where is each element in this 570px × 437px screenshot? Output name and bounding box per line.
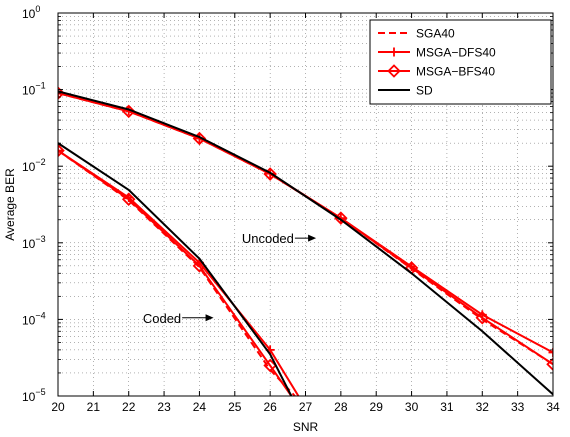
annotation-label: Uncoded: [242, 231, 294, 246]
data-point-diamond: [58, 143, 65, 158]
legend-box: [369, 19, 552, 105]
x-tick-label: 26: [263, 400, 277, 414]
legend: SGA40 MSGA−DFS40 MSGA−BFS40 SD: [369, 19, 552, 105]
legend-label: SD: [416, 84, 433, 98]
legend-item: SD: [378, 84, 433, 98]
series-uncoded: [58, 90, 553, 396]
x-tick-label: 23: [157, 400, 171, 414]
data-point-diamond: [475, 311, 490, 325]
annotation-arrowhead: [308, 234, 317, 242]
data-point-diamond: [263, 167, 277, 181]
y-tick-label: 10−2: [22, 157, 46, 174]
x-tick-label: 32: [476, 400, 490, 414]
data-point-diamond: [546, 357, 553, 371]
x-tick-label: 29: [370, 400, 384, 414]
legend-item: MSGA−DFS40: [378, 46, 496, 60]
y-tick-label: 10−1: [22, 81, 46, 98]
series-line: [58, 142, 293, 396]
series-coded: [58, 142, 293, 396]
y-axis-label: Average BER: [3, 168, 17, 241]
series-line: [58, 90, 553, 396]
annotation-arrowhead: [205, 314, 214, 322]
x-tick-label: 34: [546, 400, 560, 414]
series-line: [58, 149, 293, 396]
annotations: Uncoded Coded: [143, 231, 317, 326]
x-tick-label: 33: [511, 400, 525, 414]
annotation-label: Coded: [143, 311, 181, 326]
legend-label: MSGA−BFS40: [416, 65, 495, 79]
data-point-diamond: [121, 192, 136, 207]
x-tick-label: 28: [334, 400, 348, 414]
legend-item: MSGA−BFS40: [378, 64, 495, 79]
y-tick-label: 10−5: [22, 387, 46, 404]
x-tick-label: 25: [228, 400, 242, 414]
y-tick-label: 10−3: [22, 234, 46, 251]
x-tick-label: 20: [51, 400, 65, 414]
legend-item: SGA40: [378, 27, 455, 41]
legend-label: MSGA−DFS40: [416, 46, 496, 60]
x-tick-label: 30: [405, 400, 419, 414]
y-tick-label: 10−4: [22, 310, 46, 327]
data-point-diamond: [387, 64, 401, 78]
x-axis-label: SNR: [293, 420, 319, 434]
x-tick-label: 21: [87, 400, 101, 414]
x-tick-label: 27: [299, 400, 313, 414]
legend-label: SGA40: [416, 27, 455, 41]
y-tick-label: 100: [22, 4, 40, 21]
x-tick-label: 31: [440, 400, 454, 414]
x-tick-label: 24: [193, 400, 207, 414]
series-layer: [58, 86, 553, 396]
x-tick-label: 22: [122, 400, 136, 414]
